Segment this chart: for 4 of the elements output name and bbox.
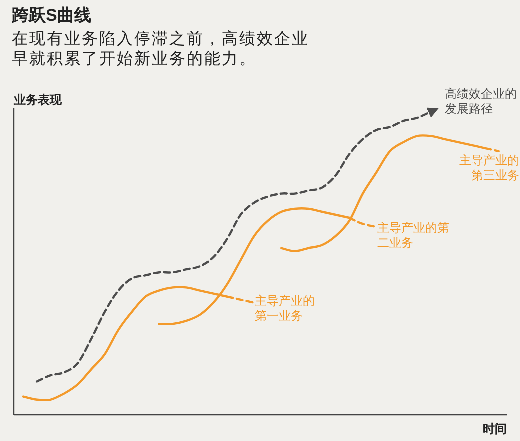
chart-title: 跨跃S曲线 (12, 5, 92, 27)
chart-subtitle: 在现有业务陷入停滞之前，高绩效企业早就积累了开始新业务的能力。 (12, 30, 310, 70)
y-axis-title: 业务表现 (13, 93, 63, 107)
x-axis-title: 时间 (483, 422, 507, 436)
